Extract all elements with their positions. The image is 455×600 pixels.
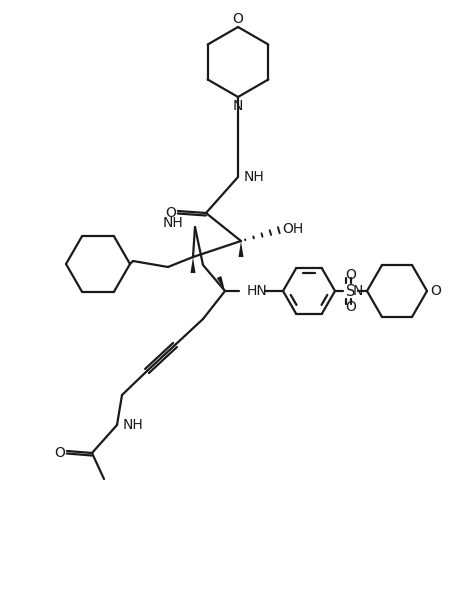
Text: O: O	[166, 206, 177, 220]
Text: OH: OH	[283, 222, 303, 236]
Text: O: O	[345, 300, 356, 314]
Text: O: O	[430, 284, 441, 298]
Polygon shape	[238, 241, 243, 257]
Text: N: N	[233, 99, 243, 113]
Text: O: O	[55, 446, 66, 460]
Text: O: O	[345, 268, 356, 282]
Text: N: N	[353, 284, 363, 298]
Text: HN: HN	[247, 284, 268, 298]
Text: NH: NH	[162, 216, 183, 230]
Polygon shape	[217, 276, 225, 291]
Text: NH: NH	[243, 170, 264, 184]
Polygon shape	[191, 257, 196, 273]
Text: NH: NH	[123, 418, 143, 432]
Text: S: S	[346, 283, 356, 298]
Text: O: O	[233, 12, 243, 26]
